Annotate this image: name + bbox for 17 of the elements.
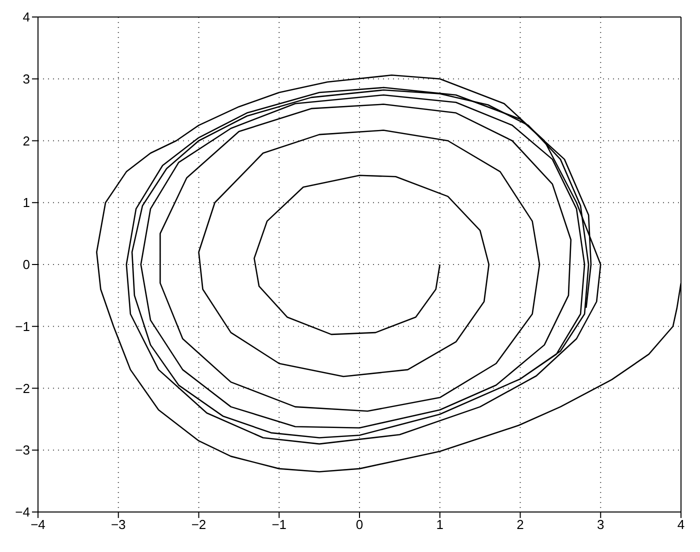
- y-tick-label: 0: [22, 257, 30, 272]
- y-tick-label: −2: [15, 380, 30, 396]
- y-tick-label: 1: [22, 195, 30, 210]
- y-tick-label: 3: [22, 71, 30, 86]
- x-tick-label: 0: [356, 517, 364, 532]
- x-tick-label: −2: [191, 517, 206, 532]
- x-tick-label: 1: [436, 517, 444, 532]
- y-tick-label: −4: [15, 504, 30, 520]
- x-tick-label: −3: [110, 517, 126, 532]
- x-tick-label: −1: [272, 517, 287, 532]
- y-tick-label: 2: [22, 133, 30, 148]
- x-tick-label: 4: [677, 517, 685, 532]
- y-tick-label: −3: [15, 442, 30, 458]
- x-tick-label: 3: [597, 517, 604, 532]
- x-tick-label: 2: [516, 517, 524, 532]
- y-tick-label: 4: [22, 10, 30, 25]
- y-tick-label: −1: [15, 318, 30, 334]
